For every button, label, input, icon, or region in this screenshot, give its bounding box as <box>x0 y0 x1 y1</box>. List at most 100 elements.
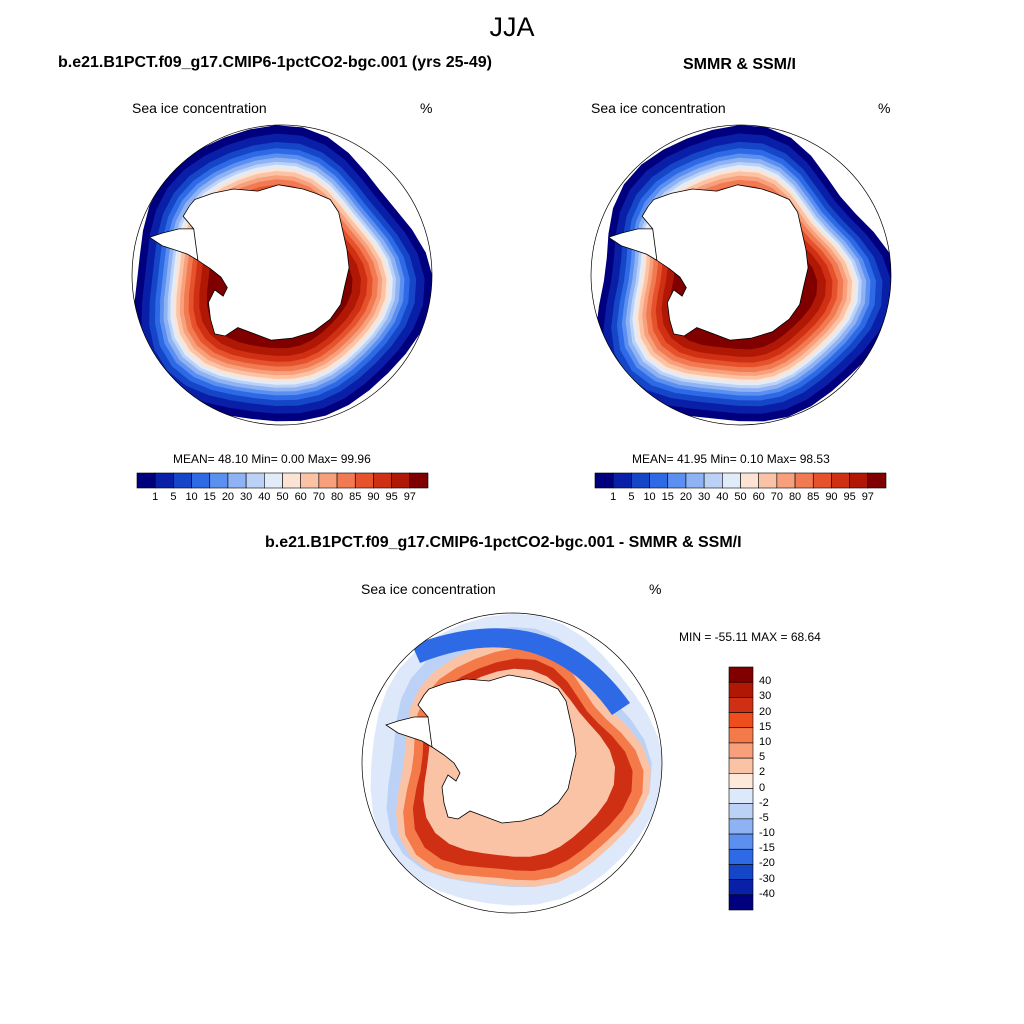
obs-colorbar-tick-label: 85 <box>807 491 820 503</box>
obs-colorbar-swatch-0 <box>594 472 614 489</box>
obs-panel-title: SMMR & SSM/I <box>683 56 796 73</box>
diff-stats: MIN = -55.11 MAX = 68.64 <box>679 630 821 644</box>
obs-colorbar-swatch-3 <box>649 472 669 489</box>
diff-colorbar-swatch-1 <box>728 681 754 698</box>
diff-units-label: % <box>649 581 662 597</box>
obs-colorbar-swatch-4 <box>667 472 687 489</box>
diff-colorbar-swatch-0 <box>728 666 754 683</box>
model-colorbar-tick-label: 15 <box>203 491 216 503</box>
model-colorbar-tick-label: 20 <box>221 491 235 503</box>
model-colorbar-swatch-1 <box>154 472 174 489</box>
diff-panel-title: b.e21.B1PCT.f09_g17.CMIP6-1pctCO2-bgc.00… <box>265 534 742 551</box>
obs-colorbar-swatch-8 <box>740 472 759 489</box>
diff-colorbar-swatch-5 <box>728 742 754 759</box>
model-variable-label: Sea ice concentration <box>132 100 267 116</box>
obs-colorbar-swatch-2 <box>631 472 650 489</box>
model-colorbar-tick-label: 85 <box>349 491 362 503</box>
obs-stats: MEAN= 41.95 Min= 0.10 Max= 98.53 <box>632 452 830 466</box>
diff-map <box>361 612 663 914</box>
diff-colorbar-swatch-10 <box>728 818 754 835</box>
diff-variable-label: Sea ice concentration <box>361 581 496 597</box>
diff-colorbar-tick-label: -20 <box>759 857 775 870</box>
diff-colorbar-swatch-13 <box>728 864 754 880</box>
model-colorbar-tick-label: 30 <box>240 491 253 503</box>
diff-colorbar-swatch-2 <box>728 697 754 713</box>
model-map-antarctica <box>182 184 350 341</box>
model-colorbar-swatch-4 <box>209 472 229 489</box>
diff-colorbar-tick-label: -10 <box>759 827 775 840</box>
diff-colorbar-tick-label: 30 <box>759 690 772 703</box>
obs-colorbar-tick-label: 90 <box>825 491 838 503</box>
model-colorbar-tick-label: 1 <box>152 491 159 503</box>
model-colorbar-swatch-8 <box>282 472 301 489</box>
obs-colorbar-swatch-6 <box>703 472 723 489</box>
model-colorbar-swatch-11 <box>336 472 356 489</box>
model-stats: MEAN= 48.10 Min= 0.00 Max= 99.96 <box>173 452 371 466</box>
model-colorbar-tick-label: 60 <box>294 491 307 503</box>
obs-units-label: % <box>878 100 891 116</box>
diff-colorbar-swatch-15 <box>728 894 754 911</box>
obs-colorbar-swatch-5 <box>685 472 705 489</box>
obs-colorbar-swatch-9 <box>758 472 778 489</box>
model-colorbar <box>136 472 429 489</box>
obs-colorbar-tick-label: 15 <box>661 491 674 503</box>
obs-colorbar-tick-label: 10 <box>643 491 656 503</box>
model-map-peninsula <box>148 228 199 262</box>
model-colorbar-swatch-6 <box>245 472 265 489</box>
obs-colorbar-tick-label: 80 <box>788 491 802 503</box>
diff-colorbar-swatch-11 <box>728 833 754 850</box>
obs-colorbar-tick-label: 97 <box>861 491 874 503</box>
model-colorbar-swatch-10 <box>318 472 338 489</box>
model-colorbar-swatch-12 <box>354 472 374 489</box>
model-map <box>131 124 433 426</box>
model-colorbar-swatch-5 <box>227 472 247 489</box>
obs-colorbar-tick-label: 70 <box>770 491 783 503</box>
model-colorbar-tick-label: 80 <box>330 491 344 503</box>
diff-colorbar-swatch-4 <box>728 727 754 744</box>
diff-colorbar-swatch-12 <box>728 848 754 865</box>
obs-colorbar-swatch-11 <box>794 472 814 489</box>
diff-colorbar-swatch-14 <box>728 879 754 896</box>
diff-colorbar-tick-label: 20 <box>759 705 772 718</box>
diff-colorbar-swatch-8 <box>728 788 754 804</box>
model-colorbar-swatch-15 <box>409 472 429 489</box>
diff-map-negative-arc <box>412 628 630 715</box>
obs-colorbar-tick-label: 20 <box>679 491 693 503</box>
model-colorbar-swatch-14 <box>391 472 411 489</box>
diff-map-antarctica <box>417 674 577 824</box>
model-colorbar-swatch-7 <box>264 472 283 489</box>
main-title: JJA <box>489 12 535 42</box>
diff-colorbar-tick-label: -15 <box>759 842 775 855</box>
obs-colorbar-swatch-7 <box>722 472 741 489</box>
model-colorbar-swatch-2 <box>173 472 192 489</box>
diff-colorbar-swatch-3 <box>728 712 754 729</box>
model-colorbar-tick-label: 95 <box>385 491 398 503</box>
model-colorbar-swatch-0 <box>136 472 156 489</box>
diff-colorbar-swatch-6 <box>728 757 754 774</box>
diff-colorbar-tick-label: 2 <box>759 766 766 779</box>
model-colorbar-swatch-9 <box>300 472 320 489</box>
obs-colorbar-swatch-12 <box>812 472 832 489</box>
diff-map-contours <box>362 613 662 913</box>
obs-colorbar-swatch-13 <box>831 472 850 489</box>
obs-colorbar <box>594 472 887 489</box>
obs-colorbar-tick-label: 30 <box>698 491 711 503</box>
model-colorbar-swatch-3 <box>191 472 211 489</box>
obs-colorbar-swatch-14 <box>849 472 869 489</box>
diff-colorbar-tick-label: -40 <box>759 887 775 900</box>
obs-map-peninsula <box>607 228 658 262</box>
model-colorbar-tick-label: 70 <box>312 491 325 503</box>
model-colorbar-tick-label: 10 <box>185 491 198 503</box>
model-map-contours <box>132 125 432 425</box>
diff-colorbar-swatch-7 <box>728 773 754 789</box>
obs-colorbar-tick-label: 40 <box>716 491 729 503</box>
diff-colorbar-tick-label: 15 <box>759 720 772 733</box>
model-colorbar-tick-label: 97 <box>403 491 416 503</box>
diff-colorbar-tick-label: -5 <box>759 811 769 824</box>
diff-colorbar-swatch-9 <box>728 803 754 820</box>
obs-colorbar-tick-label: 95 <box>843 491 856 503</box>
diff-colorbar-tick-label: 5 <box>759 751 766 764</box>
obs-colorbar-swatch-10 <box>776 472 796 489</box>
diff-colorbar-tick-label: 40 <box>759 675 772 688</box>
model-colorbar-swatch-13 <box>373 472 392 489</box>
